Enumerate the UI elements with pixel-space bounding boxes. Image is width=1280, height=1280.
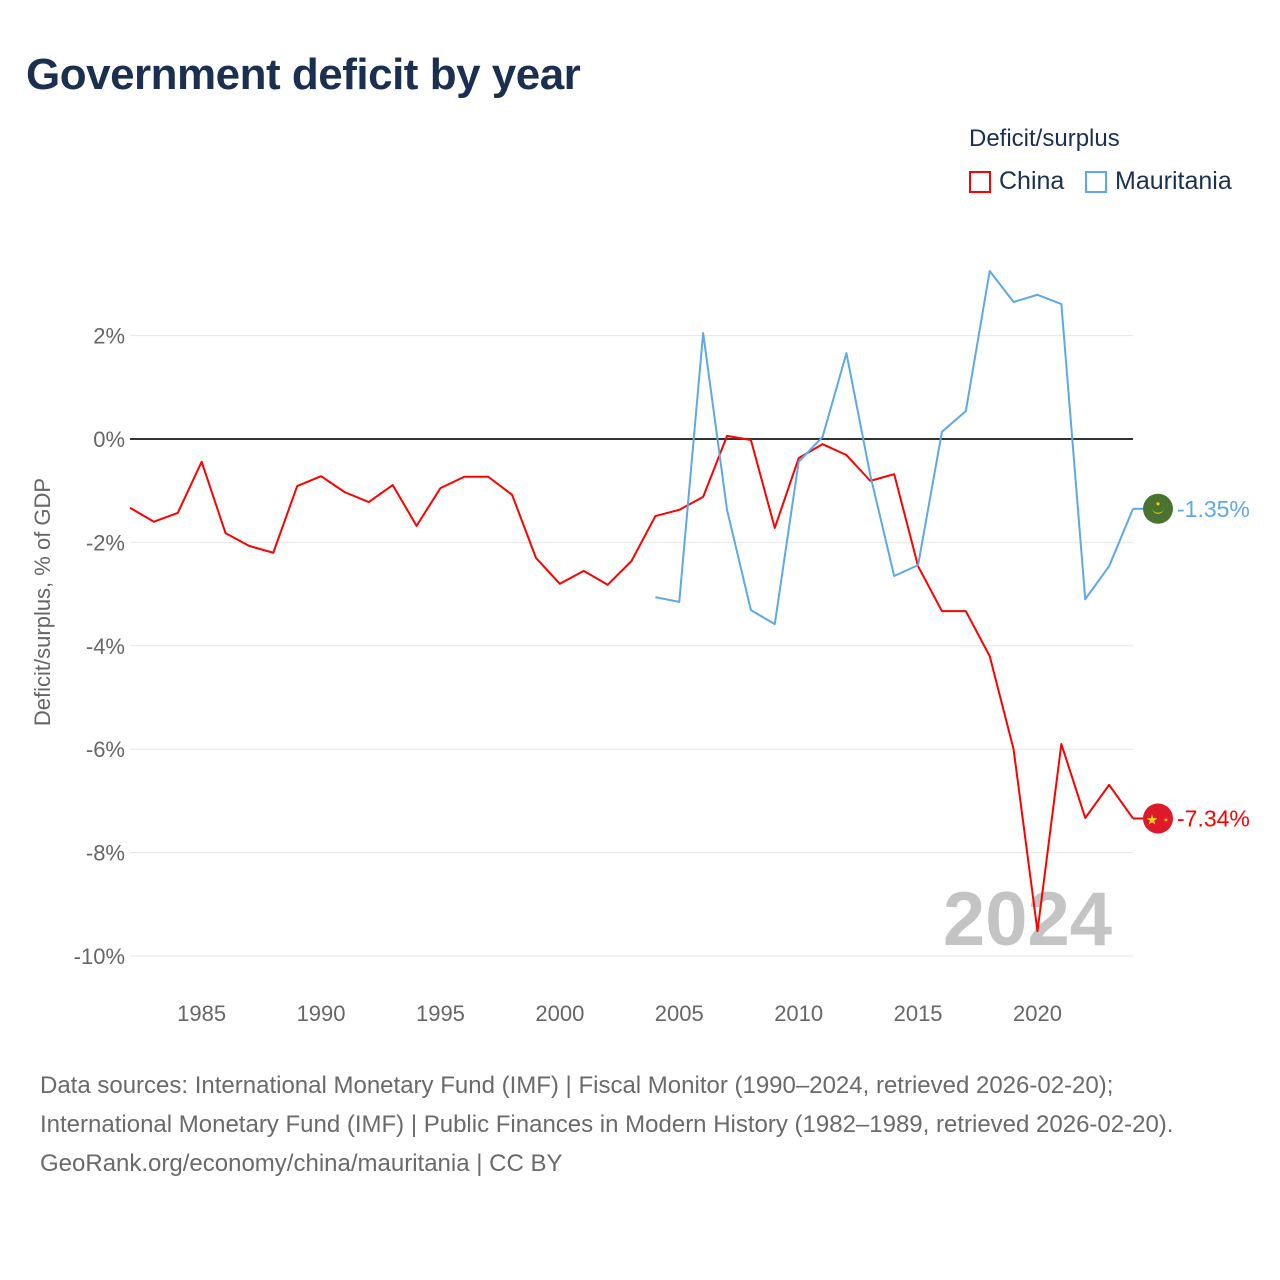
y-tick-label: -4% <box>86 634 125 659</box>
data-point <box>247 544 251 548</box>
data-point <box>558 582 562 586</box>
data-point <box>892 472 896 476</box>
data-point <box>606 583 610 587</box>
data-point <box>319 474 323 478</box>
data-point <box>916 563 920 567</box>
data-point <box>462 475 466 479</box>
data-point <box>749 608 753 612</box>
legend-title: Deficit/surplus <box>969 125 1120 152</box>
legend-item-china[interactable]: China <box>969 167 1064 196</box>
mauritania-flag-icon <box>1143 493 1173 524</box>
china-flag-icon <box>1143 803 1173 834</box>
data-point <box>964 609 968 613</box>
data-point <box>725 508 729 512</box>
data-point <box>1035 293 1039 297</box>
y-tick-label: -2% <box>86 530 125 555</box>
legend-label: Mauritania <box>1115 167 1232 195</box>
data-point <box>701 495 705 499</box>
data-point <box>176 511 180 515</box>
data-point <box>1083 816 1087 820</box>
data-point <box>940 430 944 434</box>
x-tick-label: 2005 <box>655 1001 704 1026</box>
data-point <box>391 483 395 487</box>
data-point <box>940 609 944 613</box>
x-tick-label: 2000 <box>535 1001 584 1026</box>
legend-swatch <box>1085 170 1107 193</box>
data-point <box>510 493 514 497</box>
chart-title: Government deficit by year <box>26 50 581 99</box>
data-point <box>964 409 968 413</box>
series-line-china <box>129 434 1134 933</box>
x-tick-label: 1985 <box>177 1001 226 1026</box>
data-point <box>1059 742 1063 746</box>
data-point <box>1012 747 1016 751</box>
data-point <box>988 269 992 273</box>
data-point <box>1035 929 1039 933</box>
x-tick-label: 2015 <box>894 1001 943 1026</box>
data-point <box>821 442 825 446</box>
data-point <box>773 526 777 530</box>
data-point <box>653 595 657 599</box>
star-icon <box>1156 502 1160 506</box>
data-point <box>200 460 204 464</box>
data-point <box>1107 564 1111 568</box>
x-tick-label: 2020 <box>1013 1001 1062 1026</box>
x-tick-label: 1990 <box>297 1001 346 1026</box>
legend-swatch <box>969 170 991 193</box>
credit-link[interactable]: GeoRank.org/economy/china/mauritania | C… <box>40 1150 563 1177</box>
data-point <box>892 574 896 578</box>
data-point <box>988 654 992 658</box>
data-point <box>152 520 156 524</box>
data-sources: Data sources: International Monetary Fun… <box>40 1072 1174 1138</box>
data-point <box>415 524 419 528</box>
data-point <box>1083 597 1087 601</box>
data-point <box>295 484 299 488</box>
y-tick-label: 2% <box>93 324 125 349</box>
y-tick-label: -8% <box>86 841 125 866</box>
data-point <box>224 531 228 535</box>
data-point <box>844 453 848 457</box>
footer: Data sources: International Monetary Fun… <box>40 1066 1240 1183</box>
data-point <box>438 486 442 490</box>
data-point <box>630 559 634 563</box>
data-point <box>1059 302 1063 306</box>
data-point <box>797 460 801 464</box>
star-icon: ★ <box>1146 811 1159 827</box>
data-point <box>653 514 657 518</box>
data-point <box>128 506 132 510</box>
data-point <box>773 622 777 626</box>
data-point <box>534 556 538 560</box>
chart-area: 2024 2% 0% -2% -4% -6% -8% -10% 1985 1990 1995 2000… <box>30 269 1250 1026</box>
series-line-mauritania <box>655 269 1134 626</box>
y-tick-label: -6% <box>86 737 125 762</box>
star-icon: ✦ <box>1163 816 1169 824</box>
y-tick-label: -10% <box>74 944 125 969</box>
data-point <box>868 473 872 477</box>
end-value-label: -7.34% <box>1177 805 1250 831</box>
data-point <box>486 475 490 479</box>
data-point <box>821 435 825 439</box>
data-point <box>367 500 371 504</box>
x-tick-label: 1995 <box>416 1001 465 1026</box>
data-point <box>749 438 753 442</box>
x-tick-label: 2010 <box>774 1001 823 1026</box>
data-point <box>701 331 705 335</box>
data-point <box>582 569 586 573</box>
data-point <box>1012 300 1016 304</box>
year-watermark: 2024 <box>943 877 1112 962</box>
y-axis-label: Deficit/surplus, % of GDP <box>30 478 55 726</box>
data-point <box>271 551 275 555</box>
end-value-label: -1.35% <box>1177 496 1250 522</box>
crescent-icon <box>1152 507 1164 514</box>
legend-label: China <box>999 167 1065 195</box>
data-point <box>725 434 729 438</box>
data-point <box>844 351 848 355</box>
data-point <box>1107 783 1111 787</box>
data-point <box>343 490 347 494</box>
data-point <box>677 600 681 604</box>
legend-item-mauritania[interactable]: Mauritania <box>1085 167 1232 196</box>
data-point <box>677 508 681 512</box>
y-tick-label: 0% <box>93 427 125 452</box>
